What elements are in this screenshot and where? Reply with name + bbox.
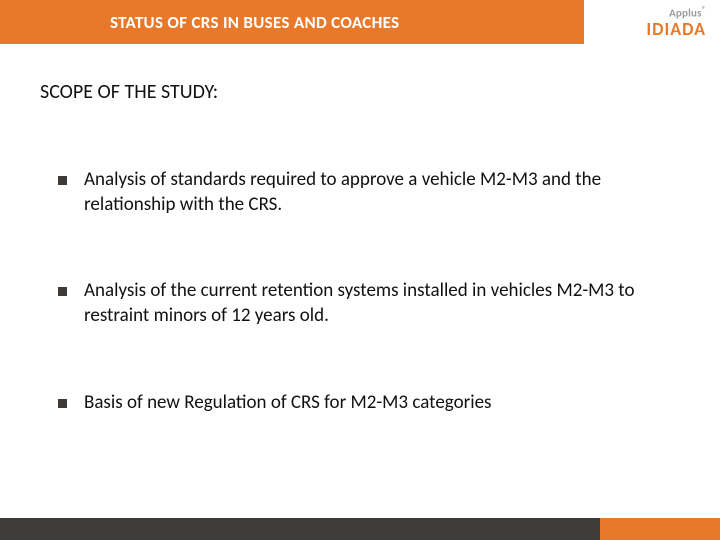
bullet-text: Analysis of standards required to approv… — [84, 168, 601, 216]
footer-dark-strip — [0, 518, 600, 540]
bullet-text: Basis of new Regulation of CRS for M2-M3… — [84, 391, 491, 414]
registered-icon: ® — [702, 5, 706, 15]
logo-applus: Applus® — [669, 6, 706, 19]
slide: STATUS OF CRS IN BUSES AND COACHES Applu… — [0, 0, 720, 540]
logo-idiada: IDIADA — [646, 20, 706, 38]
bullet-icon — [58, 287, 67, 296]
header-bar: STATUS OF CRS IN BUSES AND COACHES Applu… — [0, 0, 720, 44]
bullet-icon — [58, 399, 67, 408]
slide-title: STATUS OF CRS IN BUSES AND COACHES — [110, 12, 399, 33]
section-title: SCOPE OF THE STUDY: — [40, 80, 680, 104]
bullet-list: Analysis of standards required to approv… — [40, 168, 680, 415]
footer-orange-strip — [600, 518, 720, 540]
bullet-icon — [58, 176, 67, 185]
content-area: SCOPE OF THE STUDY: Analysis of standard… — [0, 44, 720, 415]
footer-bar — [0, 518, 720, 540]
list-item: Basis of new Regulation of CRS for M2-M3… — [58, 391, 680, 416]
bullet-text: Analysis of the current retention system… — [84, 279, 635, 327]
title-strip: STATUS OF CRS IN BUSES AND COACHES — [0, 0, 584, 44]
list-item: Analysis of standards required to approv… — [58, 168, 680, 217]
logo-area: Applus® IDIADA — [584, 0, 720, 44]
list-item: Analysis of the current retention system… — [58, 279, 680, 328]
